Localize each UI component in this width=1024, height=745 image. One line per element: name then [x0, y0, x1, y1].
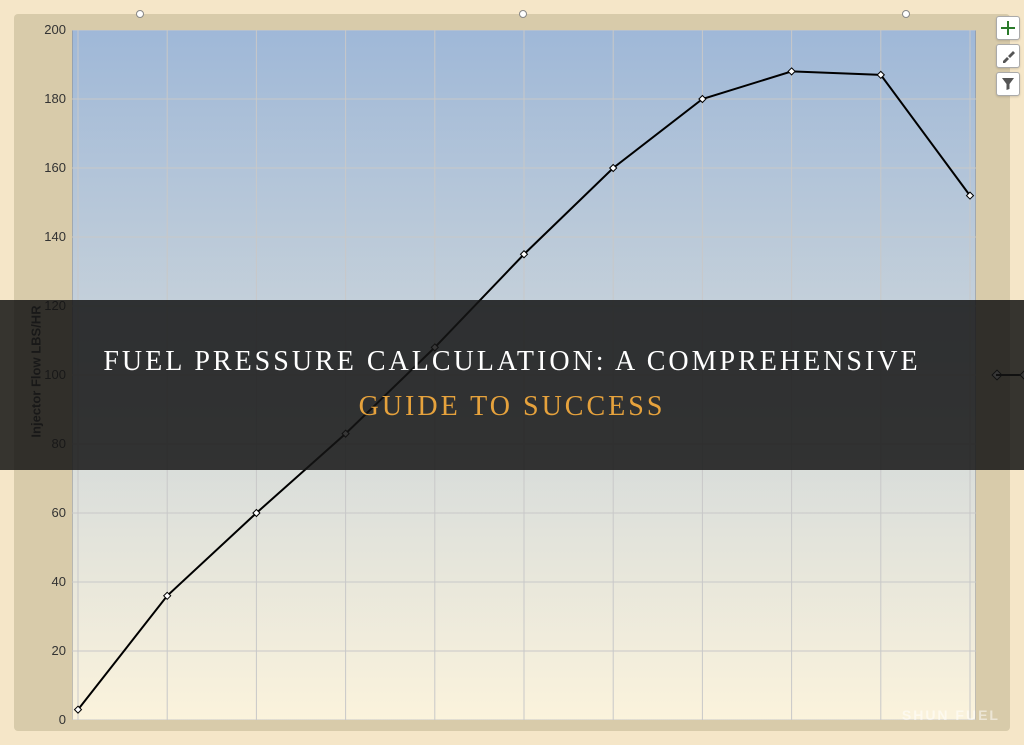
title-line-1: FUEL PRESSURE CALCULATION: A COMPREHENSI… [103, 340, 920, 385]
selection-handle[interactable] [519, 10, 527, 18]
filter-button[interactable] [996, 72, 1020, 96]
title-overlay: FUEL PRESSURE CALCULATION: A COMPREHENSI… [0, 300, 1024, 470]
brush-icon [1001, 49, 1015, 63]
y-tick-label: 40 [26, 574, 66, 589]
add-element-button[interactable] [996, 16, 1020, 40]
canvas: Injector Flow LBS/HR 0204060801001201401… [0, 0, 1024, 745]
plus-icon [1001, 21, 1015, 35]
chart-toolbar [996, 16, 1022, 96]
style-button[interactable] [996, 44, 1020, 68]
y-tick-label: 160 [26, 160, 66, 175]
selection-handle[interactable] [902, 10, 910, 18]
y-tick-label: 140 [26, 229, 66, 244]
selection-handle[interactable] [136, 10, 144, 18]
y-tick-label: 180 [26, 91, 66, 106]
title-line-2: GUIDE TO SUCCESS [359, 385, 666, 430]
watermark: SHUN FUEL [902, 707, 1000, 723]
funnel-icon [1001, 77, 1015, 91]
y-tick-label: 60 [26, 505, 66, 520]
y-tick-label: 20 [26, 643, 66, 658]
y-tick-label: 0 [26, 712, 66, 727]
y-tick-label: 200 [26, 22, 66, 37]
